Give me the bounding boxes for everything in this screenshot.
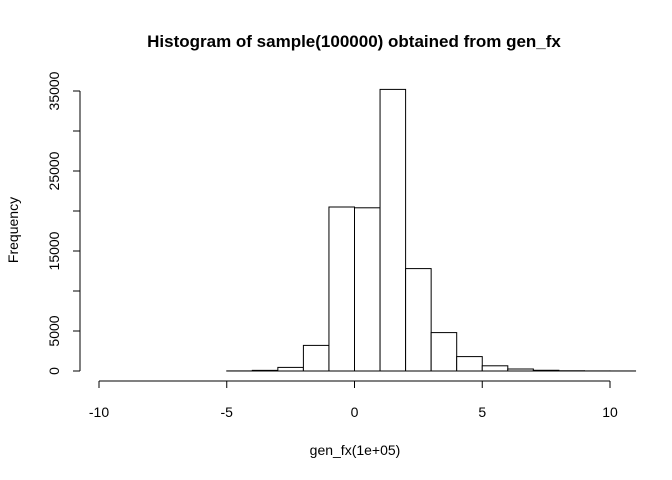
histogram-bar xyxy=(456,356,483,372)
histogram-bar xyxy=(354,207,381,372)
chart-title: Histogram of sample(100000) obtained fro… xyxy=(147,32,561,51)
histogram-bar xyxy=(277,366,304,372)
x-tick-label: -5 xyxy=(221,404,234,420)
histogram-bar xyxy=(251,369,279,372)
histogram-bar xyxy=(379,88,407,372)
histogram-bar xyxy=(430,332,458,372)
histogram-bar xyxy=(302,344,330,372)
histogram-bars xyxy=(226,88,637,372)
histogram-bar xyxy=(532,369,560,372)
y-tick-label: 0 xyxy=(46,367,62,375)
y-axis: 0 5000 15000 25000 35000 xyxy=(46,71,81,375)
y-tick-label: 5000 xyxy=(46,315,62,346)
histogram-bar xyxy=(405,268,432,372)
y-tick-label: 15000 xyxy=(46,231,62,270)
x-tick-label: 5 xyxy=(478,404,486,420)
y-tick-label: 25000 xyxy=(46,151,62,190)
x-tick-label: -10 xyxy=(89,404,109,420)
y-tick-label: 35000 xyxy=(46,71,62,110)
x-axis-label: gen_fx(1e+05) xyxy=(310,442,401,458)
histogram-bar xyxy=(328,206,356,372)
x-tick-label: 10 xyxy=(602,404,618,420)
x-axis: -10 -5 0 5 10 xyxy=(89,380,618,420)
x-tick-label: 0 xyxy=(351,404,359,420)
histogram-bar xyxy=(507,368,534,372)
y-axis-label: Frequency xyxy=(5,197,21,263)
histogram-bar xyxy=(481,365,509,372)
